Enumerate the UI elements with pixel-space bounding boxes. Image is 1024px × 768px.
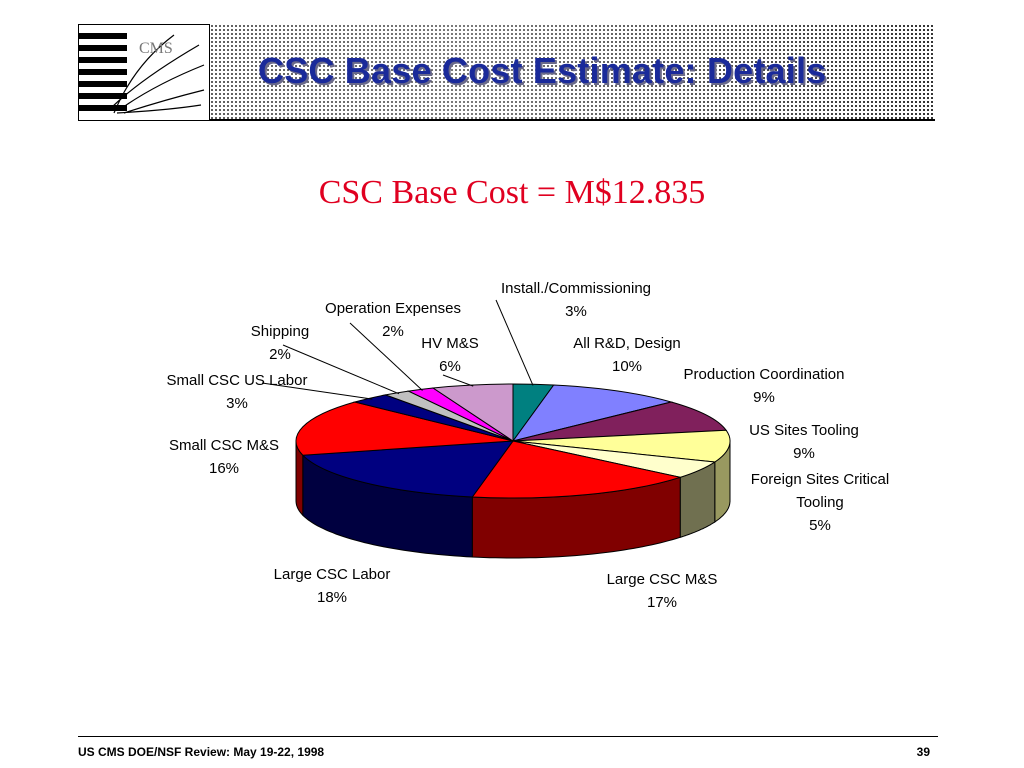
pie-slice-large-csc-labor [301,440,515,498]
leader-line-operation-expenses [349,322,423,391]
label-operation-expenses: Operation Expenses 2% [325,300,461,340]
slide-title: CSC Base Cost Estimate: Details [258,50,827,91]
pie-slice-hv-m-s [431,383,514,442]
pie-slice-large-csc-m-s [471,440,683,499]
cms-logo: CMS [78,24,210,121]
label-small-csc-ms: Small CSC M&S 16% [168,437,280,477]
label-all-rd-design: All R&D, Design 10% [573,335,681,375]
header-band [78,24,935,121]
footer-divider [78,736,938,737]
label-foreign-sites-tooling: Foreign Sites Critical Tooling 5% [750,471,890,534]
page-number: 39 [916,745,930,759]
label-us-sites-tooling: US Sites Tooling 9% [749,422,859,462]
label-large-csc-labor: Large CSC Labor 18% [273,566,391,606]
label-large-csc-ms: Large CSC M&S 17% [606,571,718,611]
svg-text:CMS: CMS [139,40,173,57]
footer-text: US CMS DOE/NSF Review: May 19-22, 1998 [78,745,325,759]
leader-line-hv-m-s [442,374,474,387]
pie-slice-us-sites-tooling [512,429,731,463]
leader-line-small-csc-us-labor [261,382,373,400]
label-install-commissioning: Install./Commissioning 3% [500,280,652,320]
label-hv-ms: HV M&S 6% [421,335,479,375]
chart-title: CSC Base Cost = M$12.835 [318,174,706,211]
pie-slice-all-r-d-design [511,384,674,442]
leader-line-install-commissioning [495,299,534,386]
label-small-csc-us-labor: Small CSC US Labor 3% [166,372,308,412]
label-shipping: Shipping 2% [250,323,310,363]
leader-line-shipping [282,344,400,395]
pie-slice-small-csc-m-s [295,401,514,456]
pie-slice-production-coordination [512,401,728,442]
label-production-coordination: Production Coordination 9% [683,366,845,406]
